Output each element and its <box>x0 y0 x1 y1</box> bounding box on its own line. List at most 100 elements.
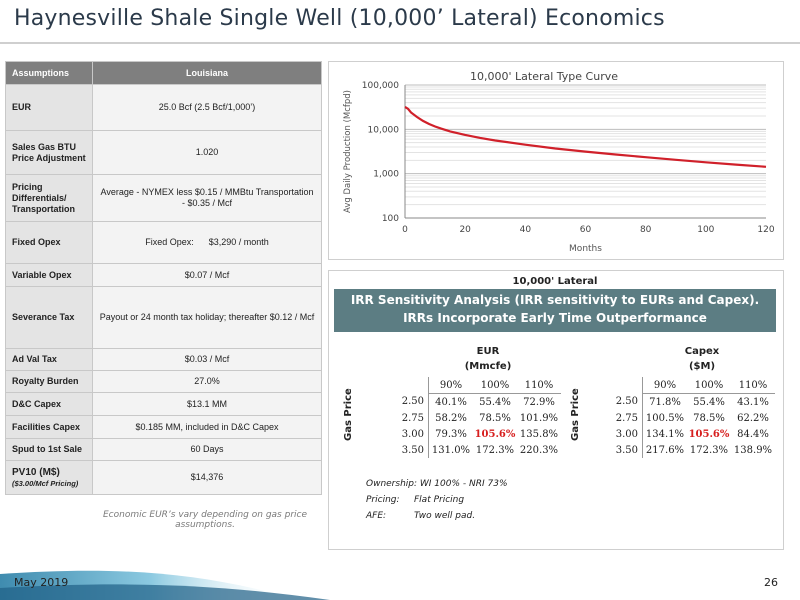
x-tick-label: 60 <box>580 225 592 235</box>
eur-col-header: 110% <box>517 377 561 394</box>
assumption-row-severance: Severance Tax Payout or 24 month tax hol… <box>5 286 322 349</box>
assumption-label: Ad Val Tax <box>5 348 93 371</box>
x-tick-label: 80 <box>640 225 652 235</box>
capex-gas-price-axis: Gas Price <box>570 388 581 441</box>
x-tick-label: 100 <box>697 225 714 235</box>
eur-cell: 72.9% <box>523 396 555 408</box>
assumption-label: EUR <box>5 84 93 131</box>
capex-cell-base-case: 105.6% <box>688 428 730 440</box>
assumption-label: Royalty Burden <box>5 370 93 393</box>
assumption-value: 60 Days <box>92 438 322 461</box>
assumptions-header-label: Assumptions <box>5 61 93 85</box>
assumption-row-pricing: Pricing Differentials/ Transportation Av… <box>5 174 322 222</box>
capex-cell: 134.1% <box>642 426 687 442</box>
irr-banner: IRR Sensitivity Analysis (IRR sensitivit… <box>334 289 776 332</box>
y-tick-label: 1,000 <box>373 170 399 180</box>
capex-cell: 62.2% <box>737 412 769 424</box>
assumption-value: Fixed Opex: $3,290 / month <box>92 221 322 264</box>
capex-row: 2.50 71.8% 55.4% 43.1% <box>600 393 775 410</box>
assumption-row-dc-capex: D&C Capex $13.1 MM <box>5 392 322 416</box>
page-number: 26 <box>764 576 778 589</box>
assumption-value: 1.020 <box>92 130 322 175</box>
eur-cell: 78.5% <box>479 412 511 424</box>
assumption-row-ad-val: Ad Val Tax $0.03 / Mcf <box>5 348 322 371</box>
assumption-row-royalty: Royalty Burden 27.0% <box>5 370 322 393</box>
eur-cell: 58.2% <box>428 410 473 426</box>
eur-col-header: 90% <box>428 377 473 394</box>
capex-title: Capex <box>684 346 720 357</box>
eur-row-price: 2.50 <box>401 396 424 408</box>
assumption-label: Variable Opex <box>5 263 93 287</box>
assumption-label: D&C Capex <box>5 392 93 416</box>
assumptions-table: Assumptions Louisiana EUR 25.0 Bcf (2.5 … <box>5 61 322 495</box>
eur-title: EUR <box>476 346 500 357</box>
eur-units: (Mmcfe) <box>464 361 512 372</box>
eur-row: 3.00 79.3% 105.6% 135.8% <box>386 426 561 442</box>
pricing-label: Pricing: <box>366 495 400 505</box>
eur-sensitivity: EUR (Mmcfe) 90% 100% 110% 2.50 40.1% 55.… <box>386 346 570 458</box>
assumption-label: Fixed Opex <box>5 221 93 264</box>
assumption-sublabel: ($3.00/Mcf Pricing) <box>12 478 79 488</box>
capex-cell: 217.6% <box>642 442 687 458</box>
x-tick-label: 40 <box>520 225 532 235</box>
capex-sensitivity: Capex ($M) 90% 100% 110% 2.50 71.8% 55.4… <box>600 346 784 458</box>
assumption-value: Payout or 24 month tax holiday; thereaft… <box>92 286 322 349</box>
afe-label: AFE: <box>366 511 387 521</box>
footer-swoosh <box>0 570 330 600</box>
y-axis-label: Avg Daily Production (Mcfpd) <box>343 90 353 213</box>
assumption-value: $0.03 / Mcf <box>92 348 322 371</box>
eur-header-row: 90% 100% 110% <box>386 377 561 394</box>
capex-row-price: 3.00 <box>615 428 638 440</box>
page-title: Haynesville Shale Single Well (10,000’ L… <box>14 6 665 31</box>
capex-row-price: 2.50 <box>615 396 638 408</box>
eur-col-header: 100% <box>473 377 517 394</box>
eur-cell: 131.0% <box>428 442 473 458</box>
eur-row: 2.75 58.2% 78.5% 101.9% <box>386 410 561 426</box>
eur-cell: 101.9% <box>519 412 559 424</box>
assumption-label: Severance Tax <box>5 286 93 349</box>
capex-row: 3.00 134.1% 105.6% 84.4% <box>600 426 775 442</box>
assumption-row-variable-opex: Variable Opex $0.07 / Mcf <box>5 263 322 287</box>
assumption-row-eur: EUR 25.0 Bcf (2.5 Bcf/1,000’) <box>5 84 322 131</box>
assumption-value: 27.0% <box>92 370 322 393</box>
assumption-value: 25.0 Bcf (2.5 Bcf/1,000’) <box>92 84 322 131</box>
capex-cell: 100.5% <box>642 410 687 426</box>
assumptions-header-state: Louisiana <box>92 61 322 85</box>
eur-cell: 172.3% <box>475 444 515 456</box>
assumptions-header-row: Assumptions Louisiana <box>5 61 322 85</box>
capex-col-header: 100% <box>687 377 731 394</box>
x-tick-label: 20 <box>459 225 471 235</box>
capex-row-price: 2.75 <box>615 412 638 424</box>
capex-cell: 78.5% <box>693 412 725 424</box>
capex-col-header: 110% <box>731 377 775 394</box>
eur-cell: 79.3% <box>428 426 473 442</box>
assumption-value: $13.1 MM <box>92 392 322 416</box>
afe-line: AFE: Two well pad. <box>366 508 508 524</box>
assumption-value: $0.07 / Mcf <box>92 263 322 287</box>
afe-value: Two well pad. <box>414 511 476 521</box>
eur-row-price: 2.75 <box>401 412 424 424</box>
capex-cell: 71.8% <box>642 393 687 410</box>
assumption-value: $14,376 <box>92 460 322 495</box>
y-tick-label: 10,000 <box>368 125 400 135</box>
assumption-label: Spud to 1st Sale <box>5 438 93 461</box>
capex-header-row: 90% 100% 110% <box>600 377 775 394</box>
assumption-label: Pricing Differentials/ Transportation <box>5 174 93 222</box>
assumption-row-facilities: Facilities Capex $0.185 MM, included in … <box>5 415 322 439</box>
capex-units: ($M) <box>688 361 716 372</box>
assumption-label: PV10 (M$) <box>12 466 60 478</box>
eur-gas-price-axis: Gas Price <box>343 388 354 441</box>
title-divider <box>0 42 800 44</box>
chart-title: 10,000' Lateral Type Curve <box>470 70 618 83</box>
capex-table: 90% 100% 110% 2.50 71.8% 55.4% 43.1% 2.7… <box>600 377 775 458</box>
assumption-label: Sales Gas BTU Price Adjustment <box>5 130 93 175</box>
x-tick-label: 0 <box>402 225 408 235</box>
y-tick-label: 100 <box>382 214 399 224</box>
eur-cell-base-case: 105.6% <box>474 428 516 440</box>
eur-cell: 220.3% <box>519 444 559 456</box>
assumption-label-group: PV10 (M$) ($3.00/Mcf Pricing) <box>5 460 93 495</box>
assumption-row-fixed-opex: Fixed Opex Fixed Opex: $3,290 / month <box>5 221 322 264</box>
ownership-line: Ownership: WI 100% - NRI 73% <box>366 479 508 489</box>
y-tick-label: 100,000 <box>362 81 399 91</box>
capex-cell: 84.4% <box>737 428 769 440</box>
